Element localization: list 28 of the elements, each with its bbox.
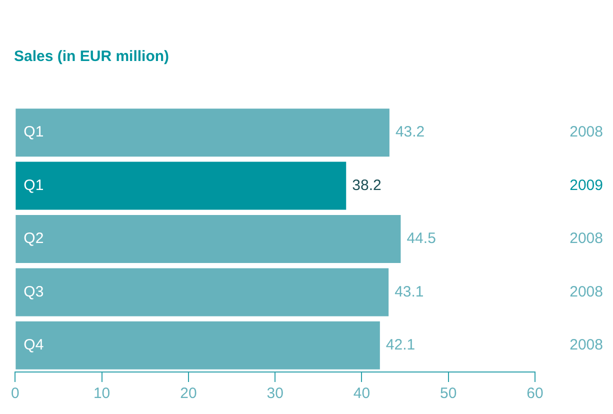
x-tick-label: 50 <box>440 385 457 402</box>
data-label: 44.5 <box>406 230 436 248</box>
x-tick-label: 60 <box>526 385 544 402</box>
y-tick-label: Q2 <box>24 230 44 248</box>
x-tick-label: 20 <box>180 385 197 402</box>
bar <box>16 321 380 370</box>
chart-title: Sales (in EUR million) <box>14 48 170 66</box>
x-tick-label: 30 <box>266 385 284 402</box>
text: 2008 <box>570 336 603 354</box>
bar <box>16 162 346 210</box>
text: 2009 <box>570 176 603 194</box>
data-label: 42.1 <box>386 336 416 354</box>
data-label: 43.2 <box>395 124 425 141</box>
x-tick-label: 0 <box>11 385 20 402</box>
data-label: 38.2 <box>352 176 382 194</box>
bar <box>16 108 390 157</box>
text: 2008 <box>570 230 603 248</box>
bar <box>16 214 401 264</box>
x-tick-label: 40 <box>353 385 370 402</box>
text: 2008 <box>570 124 603 141</box>
y-tick-label: Q4 <box>24 336 44 354</box>
y-tick-label: Q1 <box>24 176 44 194</box>
y-tick-label: Q3 <box>24 283 44 300</box>
data-label: 43.1 <box>394 283 424 300</box>
bar <box>16 268 389 316</box>
y-tick-label: Q1 <box>24 124 44 141</box>
x-tick-label: 10 <box>93 385 110 402</box>
text: 2008 <box>570 283 603 300</box>
